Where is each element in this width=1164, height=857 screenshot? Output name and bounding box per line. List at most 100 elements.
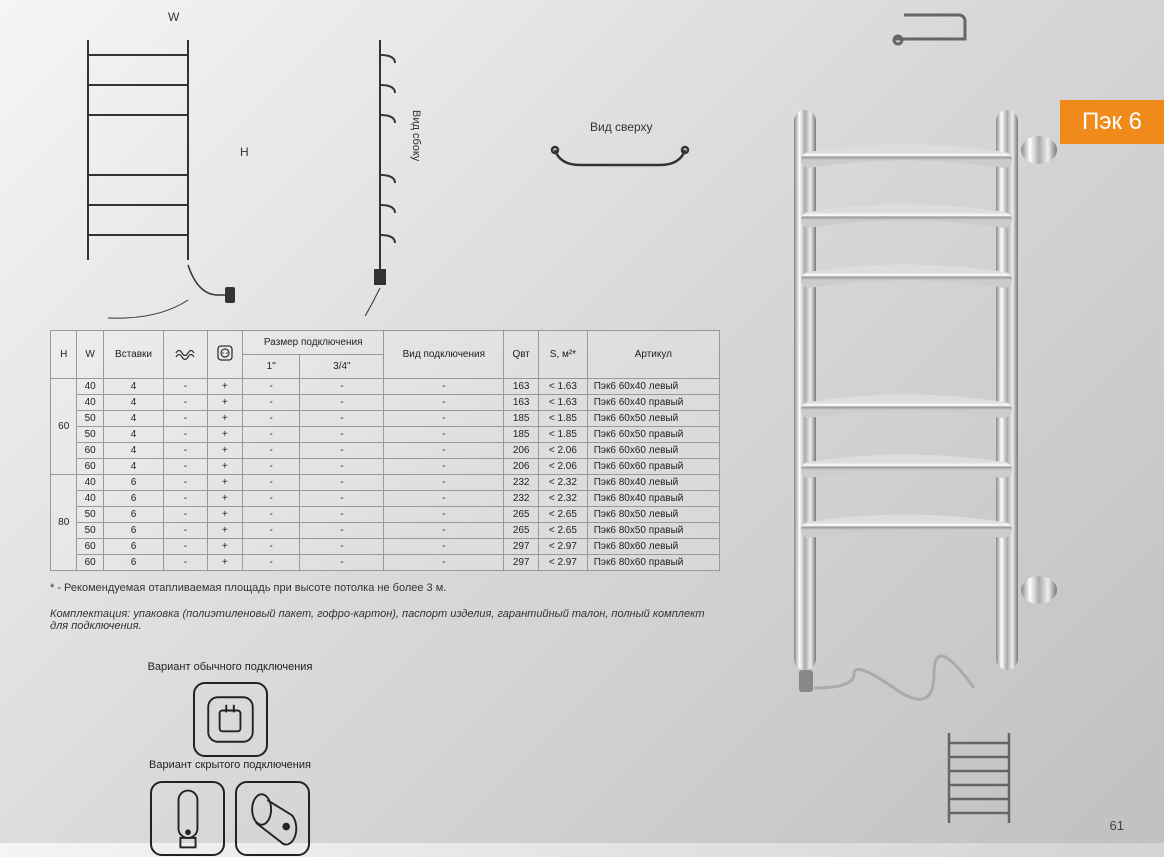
product-photo: [764, 90, 1074, 710]
cell-c34: -: [300, 555, 384, 571]
cell-a: -: [164, 443, 207, 459]
cell-ct: -: [384, 379, 504, 395]
cell-q: 232: [504, 491, 539, 507]
mini-product-icon-top: [884, 0, 984, 55]
variant-standard-icon: [193, 682, 268, 757]
th-conn-34: 3/4": [300, 355, 384, 379]
cell-b: +: [207, 443, 242, 459]
th-conn-1: 1": [243, 355, 300, 379]
cell-c1: -: [243, 443, 300, 459]
cell-c34: -: [300, 395, 384, 411]
cell-b: +: [207, 395, 242, 411]
cell-s: < 1.85: [539, 427, 588, 443]
cell-q: 265: [504, 507, 539, 523]
table-row: 406-+---232< 2.32Пэк6 80х40 правый: [51, 491, 720, 507]
cell-ins: 4: [103, 379, 163, 395]
cell-ins: 4: [103, 443, 163, 459]
cell-sku: Пэк6 60х40 левый: [587, 379, 719, 395]
cell-sku: Пэк6 80х50 правый: [587, 523, 719, 539]
cell-ins: 6: [103, 539, 163, 555]
cell-a: -: [164, 491, 207, 507]
th-conn-size: Размер подключения: [243, 331, 384, 355]
cell-c1: -: [243, 539, 300, 555]
cell-sku: Пэк6 80х60 правый: [587, 555, 719, 571]
cell-q: 297: [504, 539, 539, 555]
cell-s: < 2.32: [539, 491, 588, 507]
cell-w: 60: [77, 443, 103, 459]
table-row: 604-+---206< 2.06Пэк6 60х60 правый: [51, 459, 720, 475]
cell-w: 50: [77, 411, 103, 427]
cell-a: -: [164, 395, 207, 411]
cell-w: 40: [77, 395, 103, 411]
cell-a: -: [164, 475, 207, 491]
cell-q: 206: [504, 459, 539, 475]
cell-b: +: [207, 523, 242, 539]
cell-s: < 1.63: [539, 395, 588, 411]
cell-sku: Пэк6 60х60 правый: [587, 459, 719, 475]
table-row: 504-+---185< 1.85Пэк6 60х50 левый: [51, 411, 720, 427]
cell-c34: -: [300, 475, 384, 491]
cell-ct: -: [384, 507, 504, 523]
cell-w: 50: [77, 507, 103, 523]
cell-ins: 4: [103, 427, 163, 443]
cell-q: 163: [504, 395, 539, 411]
cell-w: 60: [77, 555, 103, 571]
table-row: 604-+---206< 2.06Пэк6 60х60 левый: [51, 443, 720, 459]
cell-c34: -: [300, 443, 384, 459]
cell-q: 185: [504, 427, 539, 443]
cell-w: 40: [77, 475, 103, 491]
table-row: 606-+---297< 2.97Пэк6 80х60 левый: [51, 539, 720, 555]
diagram-top-view: [540, 120, 710, 180]
table-row: 606-+---297< 2.97Пэк6 80х60 правый: [51, 555, 720, 571]
th-inserts: Вставки: [103, 331, 163, 379]
cell-sku: Пэк6 60х60 левый: [587, 443, 719, 459]
cell-c1: -: [243, 491, 300, 507]
cell-ins: 6: [103, 491, 163, 507]
cell-ct: -: [384, 395, 504, 411]
cell-sku: Пэк6 60х50 правый: [587, 427, 719, 443]
cell-c1: -: [243, 475, 300, 491]
cell-q: 163: [504, 379, 539, 395]
cell-c1: -: [243, 395, 300, 411]
cell-w: 50: [77, 523, 103, 539]
variant-hidden-label: Вариант скрытого подключения: [140, 758, 320, 772]
cell-c34: -: [300, 539, 384, 555]
table-row: 506-+---265< 2.65Пэк6 80х50 правый: [51, 523, 720, 539]
connection-variants: Вариант обычного подключения Вариант скр…: [140, 660, 520, 857]
variant-hidden-icon-2: [235, 781, 310, 856]
cell-q: 265: [504, 523, 539, 539]
cell-s: < 2.32: [539, 475, 588, 491]
cell-ins: 6: [103, 475, 163, 491]
cell-h: 80: [51, 475, 77, 571]
cell-s: < 1.85: [539, 411, 588, 427]
th-h: H: [51, 331, 77, 379]
page-number: 61: [1110, 818, 1124, 833]
cell-ins: 6: [103, 555, 163, 571]
th-q: Qвт: [504, 331, 539, 379]
cell-ct: -: [384, 427, 504, 443]
cell-ct: -: [384, 475, 504, 491]
th-socket-icon: [207, 331, 242, 379]
cell-sku: Пэк6 80х60 левый: [587, 539, 719, 555]
variant-standard-label: Вариант обычного подключения: [140, 660, 320, 674]
cell-s: < 2.97: [539, 555, 588, 571]
specifications-table: H W Вставки Размер подключения Вид подкл…: [50, 330, 720, 571]
cell-c1: -: [243, 379, 300, 395]
cell-b: +: [207, 555, 242, 571]
cell-b: +: [207, 539, 242, 555]
cell-ins: 4: [103, 395, 163, 411]
cell-c34: -: [300, 459, 384, 475]
table-row: 80406-+---232< 2.32Пэк6 80х40 левый: [51, 475, 720, 491]
side-view-label: Вид сбоку: [410, 110, 422, 161]
cell-sku: Пэк6 60х50 левый: [587, 411, 719, 427]
cell-sku: Пэк6 80х50 левый: [587, 507, 719, 523]
cell-q: 232: [504, 475, 539, 491]
cell-ct: -: [384, 523, 504, 539]
cell-b: +: [207, 491, 242, 507]
product-badge: Пэк 6: [1060, 100, 1164, 144]
th-w: W: [77, 331, 103, 379]
cell-sku: Пэк6 80х40 правый: [587, 491, 719, 507]
cell-c1: -: [243, 507, 300, 523]
th-s: S, м²*: [539, 331, 588, 379]
cell-ct: -: [384, 491, 504, 507]
